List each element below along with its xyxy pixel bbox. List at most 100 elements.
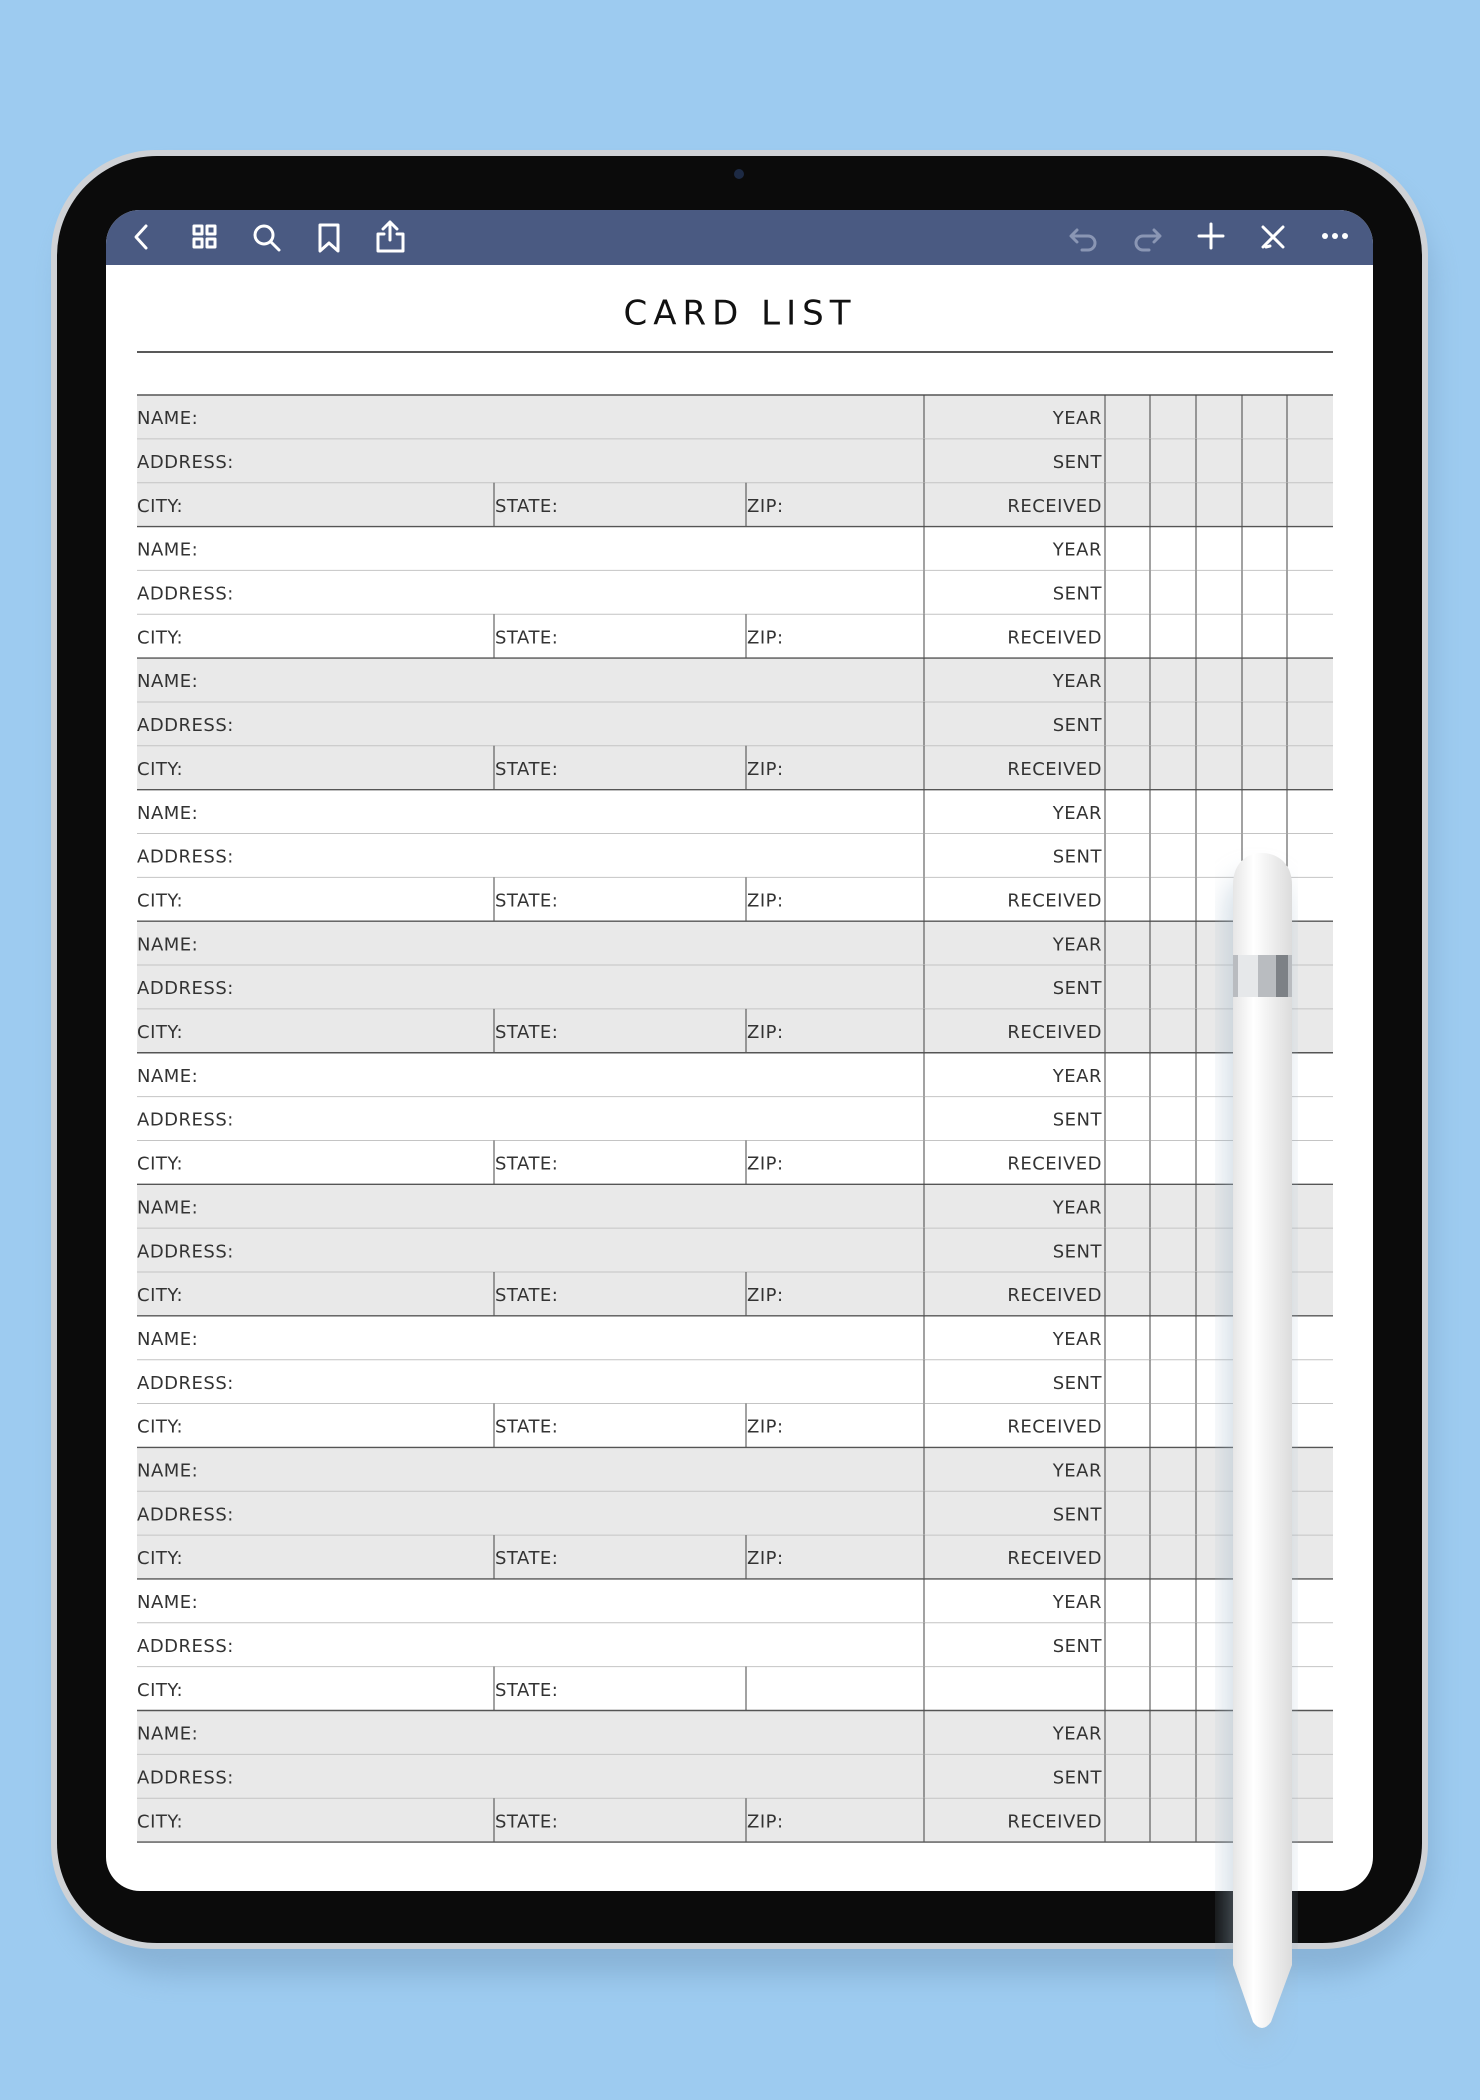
name-label: NAME: <box>137 1197 198 1218</box>
received-label: RECEIVED <box>1007 1811 1102 1832</box>
block-shade <box>137 658 1333 790</box>
redo-icon[interactable] <box>1134 228 1162 252</box>
sent-label: SENT <box>1053 452 1103 473</box>
year-label: YEAR <box>1052 1329 1102 1350</box>
year-label: YEAR <box>1052 1461 1102 1482</box>
state-label: STATE: <box>495 1417 558 1438</box>
zip-label: ZIP: <box>747 890 784 911</box>
state-label: STATE: <box>495 1285 558 1306</box>
zip-label: ZIP: <box>747 1417 784 1438</box>
block-shade <box>137 395 1333 527</box>
more-icon[interactable] <box>1322 233 1348 239</box>
zip-label: ZIP: <box>747 1154 784 1175</box>
name-label: NAME: <box>137 540 198 561</box>
tools-icon[interactable] <box>1261 225 1285 249</box>
sent-label: SENT <box>1053 1636 1103 1657</box>
toolbar <box>106 210 1373 265</box>
address-label: ADDRESS: <box>137 584 234 605</box>
sent-label: SENT <box>1053 978 1103 999</box>
received-label: RECEIVED <box>1007 1022 1102 1043</box>
name-label: NAME: <box>137 1592 198 1613</box>
year-label: YEAR <box>1052 1066 1102 1087</box>
year-label: YEAR <box>1052 1197 1102 1218</box>
state-label: STATE: <box>495 1811 558 1832</box>
received-label: RECEIVED <box>1007 496 1102 517</box>
received-label: RECEIVED <box>1007 890 1102 911</box>
zip-label: ZIP: <box>747 1285 784 1306</box>
address-label: ADDRESS: <box>137 715 234 736</box>
card-table: NAME: ADDRESS: CITY: STATE: ZIP: YEAR SENT RECE… <box>137 394 1333 1843</box>
block-shade <box>137 1710 1333 1843</box>
zip-label: ZIP: <box>747 759 784 780</box>
block-shade <box>137 1447 1333 1579</box>
state-label: STATE: <box>495 496 558 517</box>
address-label: ADDRESS: <box>137 1636 234 1657</box>
received-label: RECEIVED <box>1007 1154 1102 1175</box>
sent-label: SENT <box>1053 584 1103 605</box>
city-label: CITY: <box>137 1417 183 1438</box>
city-label: CITY: <box>137 627 183 648</box>
camera <box>734 169 744 179</box>
state-label: STATE: <box>495 1022 558 1043</box>
name-label: NAME: <box>137 934 198 955</box>
city-label: CITY: <box>137 1022 183 1043</box>
year-label: YEAR <box>1052 803 1102 824</box>
address-label: ADDRESS: <box>137 452 234 473</box>
name-label: NAME: <box>137 1461 198 1482</box>
sent-label: SENT <box>1053 1767 1103 1788</box>
name-label: NAME: <box>137 671 198 692</box>
zip-label: ZIP: <box>747 1548 784 1569</box>
undo-icon[interactable] <box>1069 228 1097 252</box>
address-label: ADDRESS: <box>137 1504 234 1525</box>
page-title: CARD LIST <box>624 294 857 334</box>
received-label: RECEIVED <box>1007 627 1102 648</box>
city-label: CITY: <box>137 1680 183 1701</box>
received-label: RECEIVED <box>1007 1285 1102 1306</box>
received-label: RECEIVED <box>1007 759 1102 780</box>
year-label: YEAR <box>1052 1592 1102 1613</box>
name-label: NAME: <box>137 1329 198 1350</box>
grid-icon[interactable] <box>192 224 217 249</box>
zip-label: ZIP: <box>747 1811 784 1832</box>
search-icon[interactable] <box>253 224 281 252</box>
city-label: CITY: <box>137 496 183 517</box>
block-shade <box>137 921 1333 1053</box>
name-label: NAME: <box>137 408 198 429</box>
sent-label: SENT <box>1053 715 1103 736</box>
city-label: CITY: <box>137 759 183 780</box>
city-label: CITY: <box>137 1811 183 1832</box>
address-label: ADDRESS: <box>137 978 234 999</box>
state-label: STATE: <box>495 1680 558 1701</box>
back-icon[interactable] <box>134 224 148 250</box>
state-label: STATE: <box>495 1548 558 1569</box>
address-label: ADDRESS: <box>137 1373 234 1394</box>
received-label: RECEIVED <box>1007 1548 1102 1569</box>
year-label: YEAR <box>1052 540 1102 561</box>
name-label: NAME: <box>137 1724 198 1745</box>
year-label: YEAR <box>1052 934 1102 955</box>
city-label: CITY: <box>137 1548 183 1569</box>
pencil <box>1227 853 1292 2042</box>
state-label: STATE: <box>495 890 558 911</box>
sent-label: SENT <box>1053 1373 1103 1394</box>
state-label: STATE: <box>495 627 558 648</box>
name-label: NAME: <box>137 1066 198 1087</box>
block-shade <box>137 1184 1333 1316</box>
address-label: ADDRESS: <box>137 1110 234 1131</box>
share-icon[interactable] <box>376 220 405 253</box>
add-icon[interactable] <box>1197 222 1225 250</box>
city-label: CITY: <box>137 890 183 911</box>
year-label: YEAR <box>1052 1724 1102 1745</box>
sent-label: SENT <box>1053 847 1103 868</box>
city-label: CITY: <box>137 1285 183 1306</box>
state-label: STATE: <box>495 759 558 780</box>
state-label: STATE: <box>495 1154 558 1175</box>
sent-label: SENT <box>1053 1241 1103 1262</box>
address-label: ADDRESS: <box>137 847 234 868</box>
bookmark-icon[interactable] <box>318 223 340 253</box>
name-label: NAME: <box>137 803 198 824</box>
address-label: ADDRESS: <box>137 1767 234 1788</box>
zip-label: ZIP: <box>747 496 784 517</box>
city-label: CITY: <box>137 1154 183 1175</box>
